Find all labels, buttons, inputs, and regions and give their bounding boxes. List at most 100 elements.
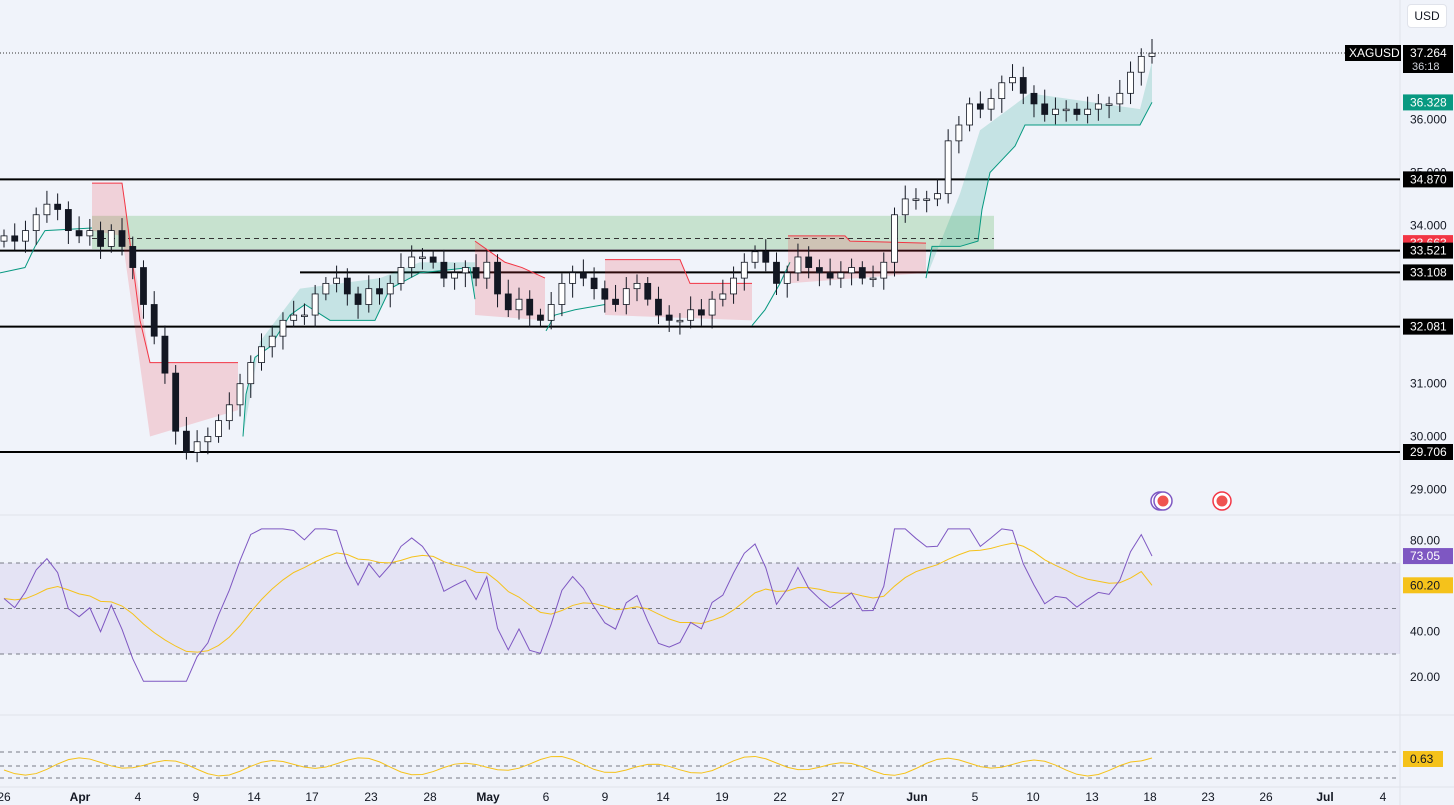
price-tick-label: 34.000 <box>1410 218 1447 232</box>
symbol-tag-label: XAGUSD <box>1349 46 1400 60</box>
candle <box>966 103 974 126</box>
candle <box>891 214 898 263</box>
countdown-label: 36:18 <box>1412 61 1440 73</box>
price-badge-level <box>1403 444 1453 460</box>
candle <box>579 272 587 279</box>
rsi-ma-label: 60.20 <box>1410 578 1440 592</box>
rsi-tick-label: 20.00 <box>1410 670 1440 684</box>
candle <box>1148 52 1156 57</box>
candle <box>322 282 330 295</box>
candle <box>719 293 727 300</box>
candle <box>537 314 544 321</box>
candle <box>247 362 255 385</box>
price-badge-last <box>1403 45 1453 73</box>
candle <box>612 298 619 305</box>
currency-button[interactable]: USD <box>1407 4 1447 28</box>
candle <box>622 288 630 305</box>
price-badge-value: 36.328 <box>1410 95 1447 109</box>
time-tick-label: May <box>476 790 500 804</box>
candle <box>161 335 169 374</box>
price-badge-value: 37.264 <box>1410 46 1447 60</box>
candle <box>708 298 716 316</box>
lower-value-label: 0.63 <box>1410 752 1434 766</box>
candle <box>740 261 748 279</box>
price-badge-value: 32.081 <box>1410 320 1447 334</box>
candle <box>86 230 94 237</box>
time-tick-label: 23 <box>364 790 378 804</box>
candle <box>32 214 40 231</box>
candle <box>987 98 995 110</box>
us-flag-event-icon-inner <box>1215 494 1229 508</box>
time-tick-label: 17 <box>305 790 319 804</box>
candle <box>526 298 534 316</box>
candle <box>1030 92 1038 105</box>
candle <box>236 383 244 406</box>
time-tick-label: Apr <box>70 790 91 804</box>
candle <box>1052 108 1059 115</box>
candle <box>268 335 276 348</box>
candle <box>504 293 512 311</box>
price-axis-bg[interactable] <box>1400 0 1454 805</box>
candle <box>1041 103 1049 115</box>
time-tick-label: 26 <box>0 790 11 804</box>
candle <box>1084 108 1092 115</box>
candle <box>783 272 791 284</box>
candle <box>1019 77 1027 94</box>
candle <box>440 261 448 279</box>
candle <box>601 288 609 300</box>
candle <box>419 256 426 259</box>
candle <box>215 420 222 437</box>
candle <box>483 261 491 279</box>
candle <box>687 309 695 321</box>
lower-value-badge <box>1403 751 1443 767</box>
candle <box>633 282 641 290</box>
candle <box>944 140 952 195</box>
rsi-ma-line <box>3 542 1153 653</box>
price-badge-level <box>1403 171 1453 188</box>
trend-area-up <box>926 61 1152 279</box>
candle <box>730 277 737 295</box>
price-tick-label: 30.000 <box>1410 429 1447 443</box>
candle <box>376 288 383 295</box>
candle <box>1137 55 1145 73</box>
candle <box>869 277 877 281</box>
candle <box>301 314 308 317</box>
candle <box>225 404 233 422</box>
candle <box>54 203 62 210</box>
candle <box>901 198 909 216</box>
trend-line-up <box>0 227 93 274</box>
candle <box>998 82 1006 100</box>
candle <box>697 309 705 316</box>
time-tick-label: 6 <box>543 790 550 804</box>
candle <box>976 103 984 110</box>
candle <box>826 272 834 279</box>
demand-zone <box>92 215 994 250</box>
candle <box>751 251 759 263</box>
candle <box>354 293 362 305</box>
trend-line-down <box>788 235 927 244</box>
trend-line-up <box>925 102 1153 279</box>
time-tick-label: 4 <box>1380 790 1387 804</box>
candle <box>193 441 201 453</box>
price-badge-value: 33.108 <box>1410 265 1447 279</box>
candle <box>1009 77 1016 84</box>
candle <box>1116 92 1124 105</box>
candle <box>333 277 340 284</box>
time-tick-label: 28 <box>423 790 437 804</box>
time-tick-label: Jun <box>906 790 927 804</box>
time-tick-label: Jul <box>1316 790 1333 804</box>
candle <box>1062 108 1070 112</box>
time-tick-label: 14 <box>656 790 670 804</box>
candle <box>773 261 780 284</box>
time-tick-label: 22 <box>773 790 787 804</box>
rsi-tick-label: 40.00 <box>1410 624 1440 638</box>
candle <box>1105 103 1113 106</box>
rsi-tick-label: 80.00 <box>1410 533 1440 547</box>
candle <box>848 267 855 274</box>
time-tick-label: 4 <box>135 790 142 804</box>
candle <box>558 282 566 305</box>
candle <box>397 267 405 284</box>
price-badge-level <box>1403 264 1453 281</box>
